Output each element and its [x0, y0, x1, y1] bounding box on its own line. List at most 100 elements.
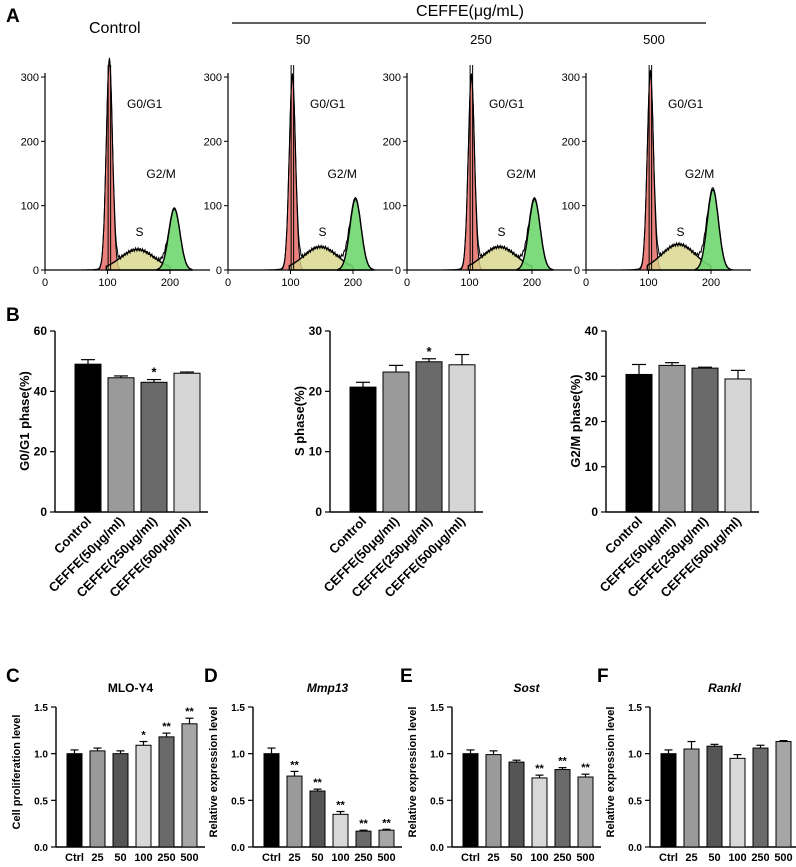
- g0g1-label: G0/G1: [310, 97, 346, 111]
- bar: [382, 371, 410, 513]
- significance-mark: **: [290, 759, 299, 771]
- y-tick-label: 1.0: [34, 750, 48, 761]
- x-tick-label: 250: [751, 852, 769, 864]
- bar: [173, 372, 201, 513]
- hist-y-tick-label: 200: [204, 136, 222, 148]
- hist-y-tick-label: 300: [383, 72, 401, 84]
- raw-histogram-line: [407, 73, 567, 271]
- raw-histogram-line: [45, 57, 205, 271]
- x-tick-label: Ctrl: [65, 852, 84, 864]
- bar: [462, 753, 479, 848]
- hist-x-tick-label: 200: [702, 277, 720, 289]
- bar: [683, 748, 700, 848]
- y-tick-label: 0: [40, 505, 47, 519]
- y-tick-label: 1.0: [628, 750, 642, 761]
- hist-y-tick-label: 300: [204, 72, 222, 84]
- x-tick-label: 50: [708, 852, 720, 864]
- panel-label-a: A: [6, 6, 20, 27]
- bar: [577, 776, 594, 848]
- y-tick-label: 1.0: [231, 750, 245, 761]
- bar: [332, 813, 349, 848]
- x-tick-label: 500: [180, 852, 198, 864]
- y-axis-label: Relative expression level: [407, 707, 419, 838]
- g0g1-label: G0/G1: [668, 97, 704, 111]
- g2m-fill: [337, 198, 374, 271]
- y-axis-label: Relative expression level: [208, 707, 220, 838]
- bar: [74, 363, 102, 513]
- hist-x-tick-label: 100: [639, 277, 657, 289]
- panel-label-f: F: [597, 666, 609, 687]
- y-tick-label: 1.5: [430, 703, 444, 714]
- raw-histogram-line: [586, 69, 746, 271]
- x-tick-label: 25: [685, 852, 697, 864]
- hist-x-tick-label: 0: [404, 277, 410, 289]
- hist-y-tick-label: 100: [562, 201, 580, 213]
- significance-mark: **: [558, 756, 567, 768]
- concentration-label-50: 50: [296, 32, 310, 47]
- y-tick-label: 0.5: [34, 796, 48, 807]
- s-label: S: [136, 225, 144, 239]
- g2m-label: G2/M: [328, 167, 357, 181]
- x-tick-label: 25: [91, 852, 103, 864]
- significance-mark: *: [141, 730, 146, 742]
- bar: [706, 745, 723, 848]
- s-label: S: [677, 225, 685, 239]
- concentration-label-250: 250: [470, 32, 492, 47]
- g2m-fill: [516, 198, 553, 271]
- y-tick-label: 1.5: [628, 703, 642, 714]
- bar: [286, 775, 303, 848]
- bar: [660, 753, 677, 848]
- hist-x-tick-label: 200: [161, 277, 179, 289]
- bar: [89, 750, 106, 848]
- x-tick-label: 100: [530, 852, 548, 864]
- panel-label-b: B: [6, 305, 20, 326]
- g0g1-fill: [97, 58, 122, 271]
- y-tick-label: 10: [585, 460, 599, 474]
- hist-x-tick-label: 100: [98, 277, 116, 289]
- y-tick-label: 0.0: [628, 843, 642, 854]
- hist-x-tick-label: 100: [460, 277, 478, 289]
- significance-mark: **: [535, 763, 544, 775]
- histogram-250: 0 100 200 300 0 100 200 G0/G1 G2/M S: [383, 65, 572, 289]
- bar: [158, 736, 175, 848]
- chart-mlo-y4: MLO-Y4 Cell proliferation level 0.0 0.5 1.0 1…: [11, 681, 205, 864]
- y-tick-label: 0.5: [628, 796, 642, 807]
- g2m-label: G2/M: [507, 167, 536, 181]
- y-tick-label: 1.5: [34, 703, 48, 714]
- y-tick-label: 1.0: [430, 750, 444, 761]
- x-tick-label: Ctrl: [659, 852, 678, 864]
- chart-title: Rankl: [708, 681, 741, 695]
- x-tick-label: 100: [134, 852, 152, 864]
- bar: [135, 744, 152, 848]
- histogram-50: 0 100 200 300 0 100 200 G0/G1 G2/M S: [204, 65, 393, 289]
- significance-mark: *: [151, 365, 157, 380]
- x-tick-label: 500: [377, 852, 395, 864]
- bar: [724, 378, 752, 513]
- hist-y-tick-label: 100: [383, 201, 401, 213]
- y-tick-label: 0: [315, 505, 322, 519]
- g0g1-fill: [638, 72, 663, 271]
- y-tick-label: 40: [585, 324, 599, 338]
- hist-y-tick-label: 300: [21, 72, 39, 84]
- x-tick-label: 250: [354, 852, 372, 864]
- bar: [775, 741, 792, 848]
- g0g1-fill: [459, 75, 484, 271]
- y-tick-label: 10: [309, 445, 323, 459]
- g0g1-label: G0/G1: [489, 97, 525, 111]
- chart-title: Sost: [513, 681, 540, 695]
- bar: [263, 753, 280, 848]
- x-tick-label: 50: [311, 852, 323, 864]
- y-tick-label: 0.0: [34, 843, 48, 854]
- hist-x-tick-label: 0: [583, 277, 589, 289]
- y-tick-label: 20: [309, 384, 323, 398]
- s-label: S: [498, 225, 506, 239]
- s-label: S: [319, 225, 327, 239]
- histogram-control: 0 100 200 300 0 100 200 G0/G1 G2/M S: [21, 57, 210, 289]
- bar: [378, 829, 395, 848]
- hist-y-tick-label: 100: [21, 201, 39, 213]
- bar: [729, 757, 746, 848]
- chart-g2m-phase: G2/M phase(%)010203040ControlCEFFE(50μg/…: [568, 324, 759, 600]
- x-tick-label: 100: [728, 852, 746, 864]
- bar: [140, 381, 168, 513]
- chart-sost: Sost Relative expression level 0.0 0.5 1.0 1.…: [407, 681, 601, 864]
